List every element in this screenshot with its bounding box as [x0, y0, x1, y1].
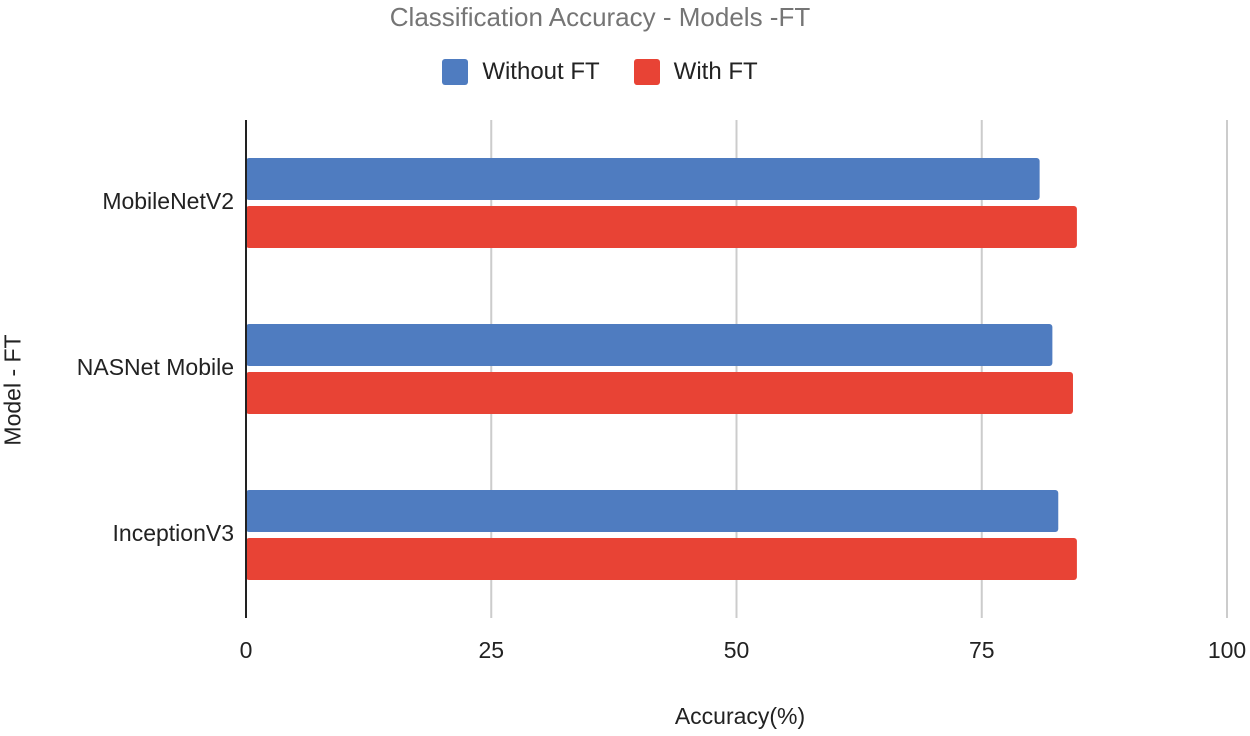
legend-swatch-with-ft — [633, 59, 660, 85]
category-label-0: MobileNetV2 — [102, 188, 234, 214]
x-tick-label-4: 100 — [1208, 637, 1246, 663]
x-tick-label-1: 25 — [478, 637, 504, 663]
x-tick-label-2: 50 — [724, 637, 750, 663]
legend-label-with-ft: With FT — [673, 58, 758, 85]
bar-inceptionv3-without-ft — [246, 490, 1059, 532]
bar-mobilenetv2-without-ft — [246, 158, 1040, 200]
legend-item-without-ft[interactable]: Without FT — [442, 58, 600, 86]
x-tick-label-3: 75 — [969, 637, 995, 663]
x-tick-label-0: 0 — [240, 637, 253, 663]
x-axis-title: Accuracy(%) — [674, 703, 806, 729]
legend: Without FT With FT — [0, 58, 1200, 86]
bar-nasnet-mobile-without-ft — [246, 324, 1053, 366]
legend-swatch-without-ft — [442, 59, 469, 85]
bar-mobilenetv2-with-ft — [246, 206, 1077, 248]
y-axis-title: Model - FT — [0, 334, 26, 446]
category-label-1: NASNet Mobile — [77, 354, 234, 380]
bar-inceptionv3-with-ft — [246, 538, 1077, 580]
legend-label-without-ft: Without FT — [482, 58, 600, 85]
legend-item-with-ft[interactable]: With FT — [633, 58, 758, 86]
chart-title: Classification Accuracy - Models -FT — [389, 2, 811, 32]
bar-nasnet-mobile-with-ft — [246, 372, 1073, 414]
category-label-2: InceptionV3 — [113, 520, 234, 546]
